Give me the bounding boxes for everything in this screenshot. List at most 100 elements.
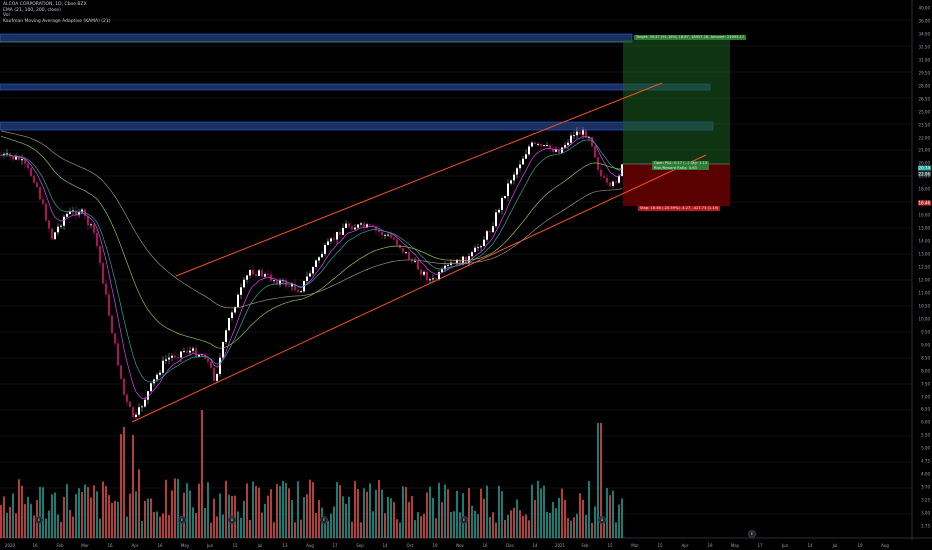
candle-body — [474, 247, 476, 253]
legend-ema[interactable]: EMA (21, 100, 200, close) — [3, 7, 61, 13]
time-tick-label: Jul — [832, 543, 838, 548]
volume-bar — [135, 491, 137, 538]
event-marker-icon[interactable]: D — [228, 516, 236, 524]
candle-body — [96, 232, 98, 246]
candle-body — [72, 210, 74, 212]
candle-body — [129, 401, 131, 408]
price-tick-label: 22.00 — [918, 135, 930, 140]
volume-bar — [93, 485, 95, 538]
candle-body — [30, 168, 32, 177]
volume-bar — [186, 483, 188, 538]
volume-bar — [114, 501, 116, 538]
candle-body — [81, 209, 83, 213]
volume-bar — [267, 495, 269, 538]
candle-body — [279, 280, 281, 285]
time-tick-label: 19 — [857, 543, 863, 548]
event-marker-icon[interactable]: E — [460, 516, 468, 524]
price-tick-label: 36.00 — [918, 18, 930, 24]
legend-kama[interactable]: Kaufman Moving Average Adaptive (KAMA) (… — [3, 18, 111, 24]
event-marker-icon[interactable]: D — [598, 516, 606, 524]
candle-body — [198, 354, 200, 357]
volume-bar — [105, 485, 107, 538]
volume-bar — [3, 496, 5, 538]
time-tick-label: Feb — [581, 543, 589, 548]
candle-body — [210, 361, 212, 368]
candle-body — [618, 175, 620, 183]
price-tick-label: 28.00 — [918, 83, 930, 89]
time-tick-label: 19 — [707, 543, 713, 548]
time-tick-label: 13 — [282, 543, 288, 548]
time-tick-label: 2020 — [4, 543, 16, 548]
volume-bar — [513, 507, 515, 538]
candle-body — [90, 224, 92, 226]
volume-bar — [150, 498, 152, 538]
event-marker-icon[interactable]: E — [178, 516, 186, 524]
volume-bar — [405, 486, 407, 538]
candle-body — [381, 232, 383, 236]
candle-body — [333, 238, 335, 240]
candle-body — [432, 278, 434, 280]
volume-bar — [201, 410, 203, 538]
candle-body — [126, 394, 128, 402]
volume-bar — [381, 489, 383, 538]
volume-bar — [129, 493, 131, 538]
time-tick-label: 14 — [807, 543, 813, 548]
volume-bar — [576, 513, 578, 538]
price-tick-label: 20.00 — [918, 160, 930, 166]
volume-bar — [153, 511, 155, 538]
candle-body — [345, 223, 347, 228]
price-tick-label: 10.50 — [918, 303, 930, 309]
volume-bar — [87, 487, 89, 538]
volume-bar — [612, 490, 614, 538]
time-tick-label: Mar — [81, 543, 89, 548]
volume-bar — [69, 509, 71, 538]
volume-bar — [345, 503, 347, 538]
candle-body — [366, 224, 368, 228]
legend-volume[interactable]: Vol — [3, 13, 10, 19]
candle-body — [192, 348, 194, 351]
candle-body — [45, 203, 47, 221]
volume-bar — [258, 487, 260, 538]
event-marker-icon[interactable]: E — [748, 530, 756, 538]
volume-bar — [141, 520, 143, 538]
legend-symbol[interactable]: ALCOA CORPORATION, 1D, Cboe BZX — [3, 2, 87, 7]
candle-body — [573, 135, 575, 137]
price-tick-label: 31.00 — [918, 57, 930, 63]
resistance-zone — [0, 121, 714, 131]
candle-body — [144, 399, 146, 407]
price-tick-label: 34.00 — [918, 31, 930, 37]
volume-bar — [306, 494, 308, 538]
event-marker-icon[interactable]: E — [320, 516, 328, 524]
time-tick-label: Apr — [131, 543, 139, 548]
volume-bar — [315, 513, 317, 538]
volume-bar — [600, 423, 602, 538]
price-axis[interactable]: 40.00 36.00 34.00 32.50 31.00 29.50 28.00 26.50… — [912, 0, 932, 538]
ema-21-line — [0, 135, 623, 400]
candle-body — [84, 209, 86, 217]
candle-body — [273, 280, 275, 282]
volume-bar — [564, 499, 566, 538]
candle-body — [150, 383, 152, 392]
volume-bar — [360, 522, 362, 538]
price-tick-label: 6.00 — [921, 419, 930, 425]
candle-body — [546, 145, 548, 146]
time-tick-label: Apr — [681, 543, 689, 548]
candle-body — [135, 414, 137, 417]
volume-bar — [117, 501, 119, 538]
volume-bar — [363, 488, 365, 538]
volume-bar — [276, 484, 278, 538]
candle-body — [582, 130, 584, 135]
candle-body — [60, 225, 62, 227]
volume-bar — [102, 481, 104, 538]
volume-bar — [621, 498, 623, 538]
time-axis[interactable]: 2020 16 Feb Mar 16 Apr 16 May Jun 15 Jul 13 Aug 17 Sep… — [0, 540, 912, 550]
volume-bar — [354, 480, 356, 538]
volume-bar — [333, 506, 335, 538]
candle-body — [600, 169, 602, 177]
price-tick-label: 4.75 — [921, 458, 930, 464]
volume-bar — [558, 497, 560, 538]
candle-body — [513, 174, 515, 181]
event-marker-icon[interactable]: E — [35, 516, 43, 524]
candle-body — [459, 259, 461, 265]
